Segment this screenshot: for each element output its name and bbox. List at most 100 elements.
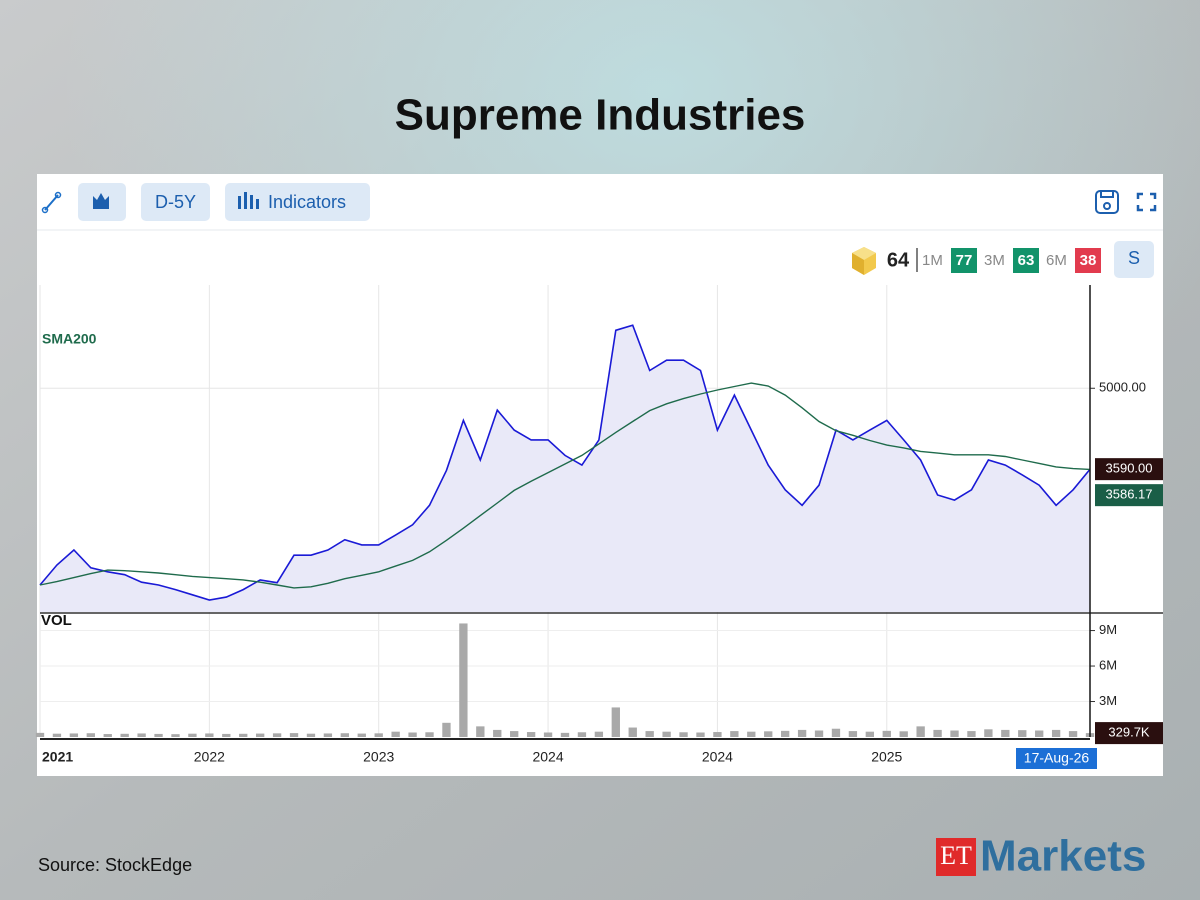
volume-bar: [120, 733, 129, 737]
indicators-icon: [238, 192, 259, 209]
volume-bar: [188, 733, 197, 737]
volume-bar: [510, 731, 519, 737]
period-label: 1M: [922, 252, 943, 269]
volume-bar: [984, 729, 993, 737]
volume-bar: [679, 732, 688, 737]
volume-bar: [137, 733, 146, 737]
x-tick-label: 2022: [194, 749, 225, 765]
score-box-value: 63: [1018, 252, 1035, 269]
volume-bar: [611, 707, 620, 737]
volume-bar: [1018, 730, 1027, 737]
price-line: [39, 324, 1091, 601]
source-note: Source: StockEdge: [38, 855, 192, 875]
x-tick-label: 2024: [702, 749, 733, 765]
volume-bar: [340, 733, 350, 737]
sma-line: [39, 382, 1091, 589]
volume-bar: [662, 731, 671, 737]
volume-bar: [865, 731, 875, 737]
score-value: 64: [887, 249, 910, 271]
series-label: SMA200: [42, 331, 97, 347]
y-tick-label: 9M: [1099, 622, 1117, 637]
volume-bar: [103, 734, 112, 737]
volume-bar: [1035, 730, 1044, 737]
y-tick-label: 5000.00: [1099, 380, 1146, 395]
volume-bar: [543, 732, 553, 737]
y-tick-label: 6M: [1099, 657, 1117, 672]
score-button[interactable]: S: [1128, 248, 1140, 268]
crosshair-label: 17-Aug-26: [1024, 750, 1090, 766]
chart-type-button[interactable]: [78, 183, 126, 221]
volume-bar: [899, 731, 908, 737]
save-button[interactable]: [1095, 190, 1119, 214]
price-area: [40, 325, 1090, 612]
volume-bar: [476, 726, 485, 737]
volume-bar: [814, 730, 824, 737]
volume-bar: [289, 733, 299, 737]
volume-bar: [1001, 729, 1010, 737]
volume-bar: [35, 732, 45, 737]
volume-bar: [967, 731, 976, 737]
brand-et: ET: [940, 841, 972, 870]
volume-bar: [239, 733, 248, 737]
volume-bar: [1068, 731, 1078, 737]
volume-bar: [594, 731, 604, 737]
pane-label: VOL: [41, 612, 72, 629]
volume-bar: [442, 722, 451, 737]
period-button-bg[interactable]: [141, 183, 210, 221]
volume-bar: [222, 733, 231, 737]
x-tick-label: 2025: [871, 749, 902, 765]
last-volume-flag: [1095, 722, 1163, 745]
volume-bar: [696, 732, 705, 737]
volume-bar: [747, 731, 756, 737]
score-box: [951, 248, 977, 273]
crosshair-flag: [1016, 748, 1097, 769]
x-tick-label: 2023: [363, 749, 394, 765]
score-box: [1075, 248, 1101, 273]
x-tick-label: 2021: [42, 749, 73, 765]
volume-bar: [628, 727, 637, 737]
volume-bar: [154, 733, 163, 737]
volume-bar: [69, 733, 79, 737]
last-value-flag: [1095, 484, 1163, 507]
period-button[interactable]: D-5Y: [155, 192, 196, 212]
indicators-button-bg[interactable]: [225, 183, 370, 221]
period-label: 6M: [1046, 252, 1067, 269]
score-button-bg[interactable]: [1114, 241, 1154, 278]
volume-bar: [408, 732, 417, 737]
page-title: Supreme Industries: [395, 91, 806, 140]
last-value-label: 3590.00: [1106, 461, 1153, 476]
last-value-flag: [1095, 458, 1163, 481]
volume-bar: [323, 733, 333, 737]
volume-bar: [255, 733, 265, 737]
volume-bar: [526, 732, 536, 737]
volume-bar: [713, 732, 722, 737]
volume-bar: [916, 726, 925, 737]
x-tick-label: 2024: [532, 749, 563, 765]
volume-bar: [560, 732, 570, 737]
last-value-label: 3586.17: [1106, 487, 1153, 502]
score-box: [1013, 248, 1039, 273]
volume-bar: [272, 733, 282, 737]
volume-bar: [933, 729, 942, 737]
score-icon: [852, 247, 876, 275]
volume-bar: [848, 731, 858, 737]
volume-bar: [645, 731, 654, 737]
volume-bar: [391, 731, 400, 737]
score-box-value: 38: [1080, 252, 1097, 269]
volume-bar: [831, 728, 841, 737]
volume-bar: [86, 733, 95, 737]
fullscreen-button[interactable]: [1136, 192, 1157, 212]
volume-bar: [171, 734, 180, 737]
draw-tool[interactable]: [41, 191, 62, 214]
volume-bar: [780, 730, 790, 737]
volume-bar: [797, 729, 807, 737]
volume-bar: [764, 731, 773, 737]
volume-bar: [425, 732, 434, 737]
volume-bar: [357, 733, 366, 737]
volume-bar: [52, 733, 62, 737]
volume-bar: [882, 730, 891, 737]
indicators-button[interactable]: Indicators: [268, 192, 346, 212]
y-tick-label: 3M: [1099, 693, 1117, 708]
